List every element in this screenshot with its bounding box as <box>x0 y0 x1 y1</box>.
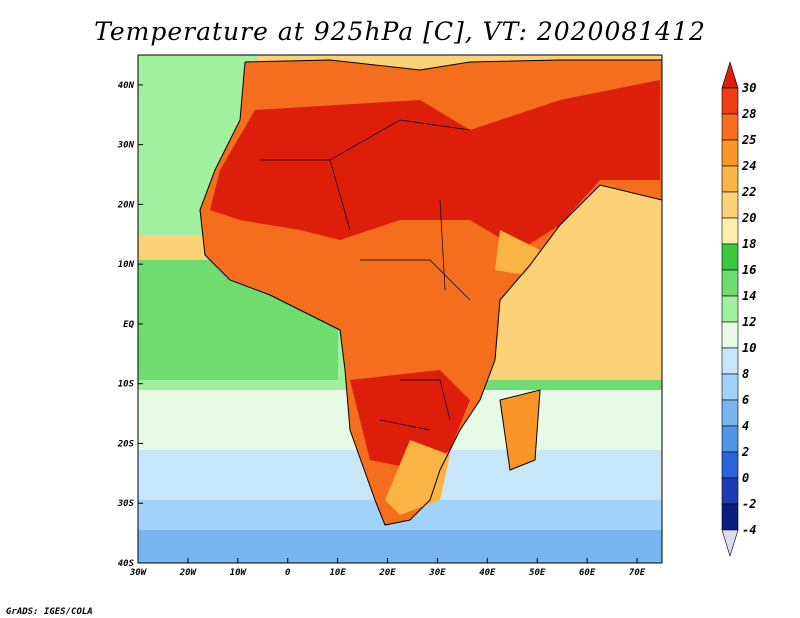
ethiopian-highlands <box>495 230 540 275</box>
colorbar-label: 22 <box>741 185 756 199</box>
lat-tick-label: 20S <box>117 439 135 449</box>
colorbar-swatch <box>721 347 739 375</box>
lon-tick-label: 10E <box>329 568 346 578</box>
colorbar-swatch <box>721 529 739 558</box>
colorbar-label: 24 <box>741 159 756 173</box>
lon-tick-label: 0 <box>285 568 291 578</box>
colorbar-label: 14 <box>742 289 756 303</box>
colorbar-swatch <box>721 321 739 349</box>
colorbar-swatch <box>721 191 739 219</box>
colorbar-label: 20 <box>741 211 756 225</box>
colorbar-swatch <box>721 165 739 193</box>
colorbar-swatch <box>721 243 739 271</box>
lon-tick-label: 60E <box>579 568 596 578</box>
southern-africa-hot <box>350 370 470 470</box>
colorbar-swatch <box>721 60 739 89</box>
lat-tick-label: 30S <box>117 499 135 509</box>
ocean-southern-edge <box>138 530 662 563</box>
colorbar-swatch <box>721 269 739 297</box>
colorbar-label: -4 <box>742 523 756 537</box>
colorbar-label: 10 <box>742 341 756 355</box>
colorbar-swatch <box>721 373 739 401</box>
sahara-arabia-hot <box>210 80 660 250</box>
colorbar-label: 18 <box>742 237 756 251</box>
lat-tick-label: 40S <box>118 559 135 569</box>
colorbar-label: 4 <box>742 419 749 433</box>
lat-tick-label: 30N <box>117 141 135 151</box>
colorbar-swatch <box>721 425 739 453</box>
lon-tick-label: 70E <box>629 568 646 578</box>
colorbar-swatch <box>721 139 739 167</box>
colorbar-swatch <box>721 217 739 245</box>
lat-tick-label: 10N <box>118 260 135 270</box>
lat-tick-label: 20N <box>117 200 135 210</box>
colorbar-swatch <box>721 113 739 141</box>
colorbar-label: 30 <box>741 81 756 95</box>
lon-tick-label: 10W <box>230 568 248 578</box>
colorbar-swatch <box>721 87 739 115</box>
lat-tick-label: 40N <box>118 81 135 91</box>
colorbar-label: 25 <box>741 133 756 147</box>
lon-tick-label: 30E <box>428 568 446 578</box>
map-title: Temperature at 925hPa [C], VT: 202008141… <box>94 17 706 46</box>
lat-tick-label: EQ <box>123 320 134 330</box>
lat-tick-label: 10S <box>118 380 135 390</box>
lon-tick-label: 40E <box>479 568 496 578</box>
madagascar <box>500 390 540 470</box>
highveld-cooler <box>385 440 450 515</box>
colorbar-label: 2 <box>741 445 749 459</box>
credit-label: GrADS: IGES/COLA <box>6 607 93 617</box>
lon-tick-label: 50E <box>529 568 546 578</box>
colorbar-swatch <box>721 399 739 427</box>
colorbar-label: 12 <box>742 315 756 329</box>
colorbar-swatch <box>721 451 739 479</box>
colorbar-label: 0 <box>742 471 749 485</box>
longitude-ticks: 30W 20W 10W 0 10E 20E 30E 40E 50E 60E 70E <box>129 558 646 578</box>
colorbar-label: 28 <box>741 107 756 121</box>
colorbar-label: 16 <box>742 263 756 277</box>
colorbar-swatch <box>721 295 739 323</box>
colorbar-label: -2 <box>742 497 756 511</box>
country-borders <box>260 119 471 431</box>
land-temperature-field <box>200 60 662 525</box>
latitude-ticks: 40N 30N 20N 10N EQ 10S 20S 30S 40S <box>117 81 143 569</box>
lon-tick-label: 20E <box>378 568 396 578</box>
colorbar-swatch <box>721 477 739 505</box>
map-area <box>138 55 662 563</box>
coastlines <box>199 59 662 526</box>
colorbar-label: 6 <box>742 393 749 407</box>
lon-tick-label: 30W <box>129 568 148 578</box>
colorbar-swatch <box>721 503 739 531</box>
lon-tick-label: 20W <box>179 568 198 578</box>
colorbar-label: 8 <box>742 367 749 381</box>
map-frame <box>137 54 663 564</box>
